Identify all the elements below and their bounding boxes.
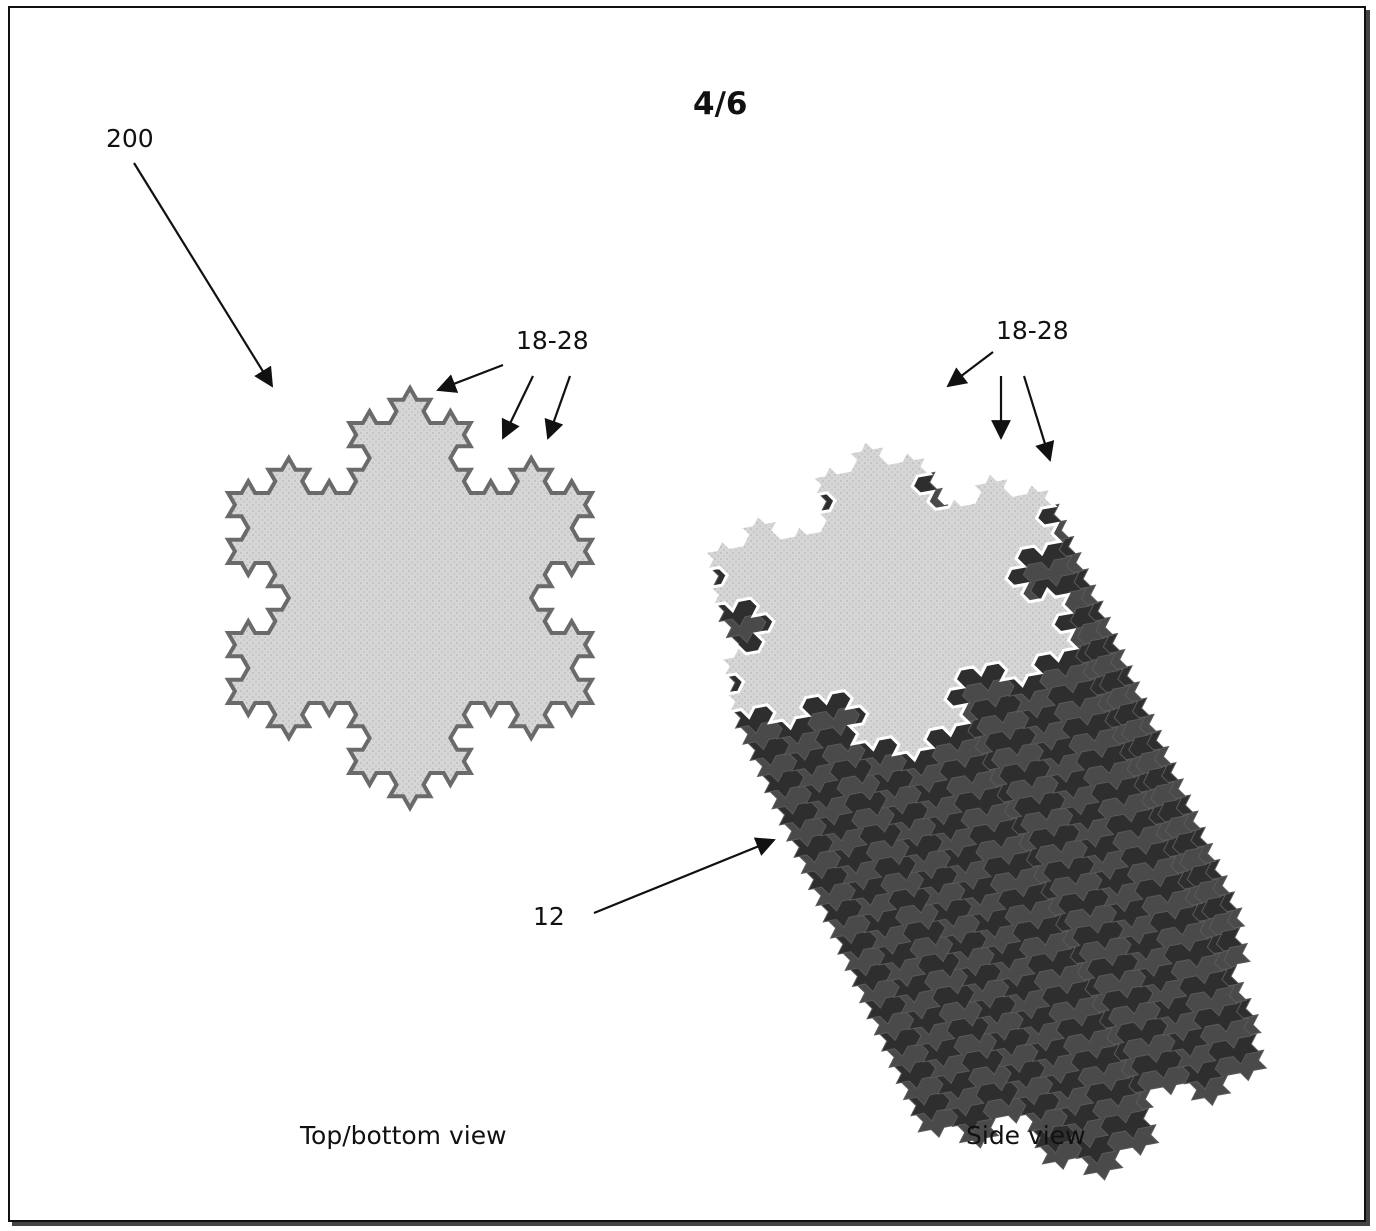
arrow-side-3 (1022, 375, 1055, 462)
top-view-snowflake-face (224, 383, 596, 813)
caption-top-bottom-view: Top/bottom view (300, 1121, 507, 1150)
arrow-top-3 (544, 375, 572, 440)
reference-label-18-28-top: 18-28 (516, 326, 589, 355)
arrow-side-1 (946, 351, 994, 388)
reference-label-12: 12 (533, 902, 565, 931)
leader-arrows (133, 162, 1055, 915)
caption-side-view: Side view (966, 1121, 1086, 1150)
arrow-12 (593, 837, 776, 915)
arrow-top-2 (501, 375, 534, 440)
arrow-200 (133, 162, 274, 388)
arrow-top-1 (436, 363, 504, 393)
side-view-top-face (700, 437, 1080, 763)
reference-label-18-28-side: 18-28 (996, 316, 1069, 345)
page-number: 4/6 (693, 86, 748, 122)
reference-label-200: 200 (106, 124, 154, 153)
